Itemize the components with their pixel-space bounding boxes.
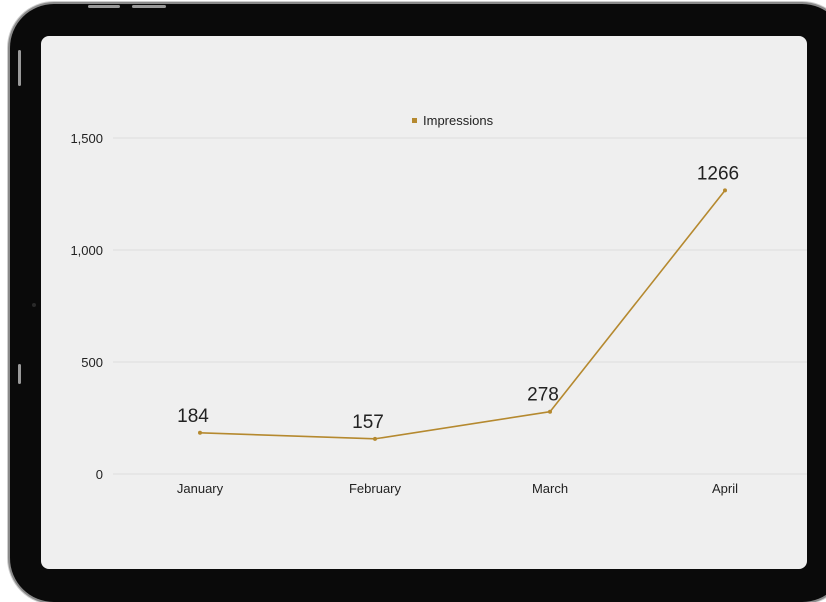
- y-tick-label: 0: [96, 467, 103, 482]
- y-tick-label: 500: [81, 355, 103, 370]
- x-axis: January February March April: [177, 481, 738, 496]
- volume-down-button: [132, 5, 166, 8]
- legend: Impressions: [412, 113, 493, 128]
- volume-up-button: [88, 5, 120, 8]
- front-camera: [32, 303, 36, 307]
- side-button: [18, 50, 21, 86]
- tablet-screen: 0 500 1,000 1,500 January February March April…: [41, 36, 807, 569]
- x-tick-label: January: [177, 481, 224, 496]
- data-labels: 184 157 278 1266: [177, 163, 739, 432]
- data-label: 1266: [697, 163, 739, 184]
- series-impressions: [198, 188, 727, 441]
- legend-swatch-impressions: [412, 118, 417, 123]
- line-chart: 0 500 1,000 1,500 January February March April…: [70, 131, 807, 496]
- data-label: 278: [527, 385, 559, 406]
- data-point: [723, 188, 727, 193]
- x-tick-label: March: [532, 481, 568, 496]
- legend-label-impressions: Impressions: [423, 113, 494, 128]
- side-button-lower: [18, 364, 21, 384]
- data-point: [548, 409, 552, 414]
- y-axis: 0 500 1,000 1,500: [70, 131, 103, 482]
- data-label: 184: [177, 406, 209, 427]
- y-tick-label: 1,500: [70, 131, 103, 146]
- data-point: [198, 430, 202, 435]
- x-tick-label: February: [349, 481, 402, 496]
- series-line: [199, 189, 726, 440]
- y-tick-label: 1,000: [70, 243, 103, 258]
- x-tick-label: April: [712, 481, 738, 496]
- gridlines: [113, 137, 807, 475]
- data-label: 157: [352, 412, 384, 433]
- data-point: [373, 436, 377, 441]
